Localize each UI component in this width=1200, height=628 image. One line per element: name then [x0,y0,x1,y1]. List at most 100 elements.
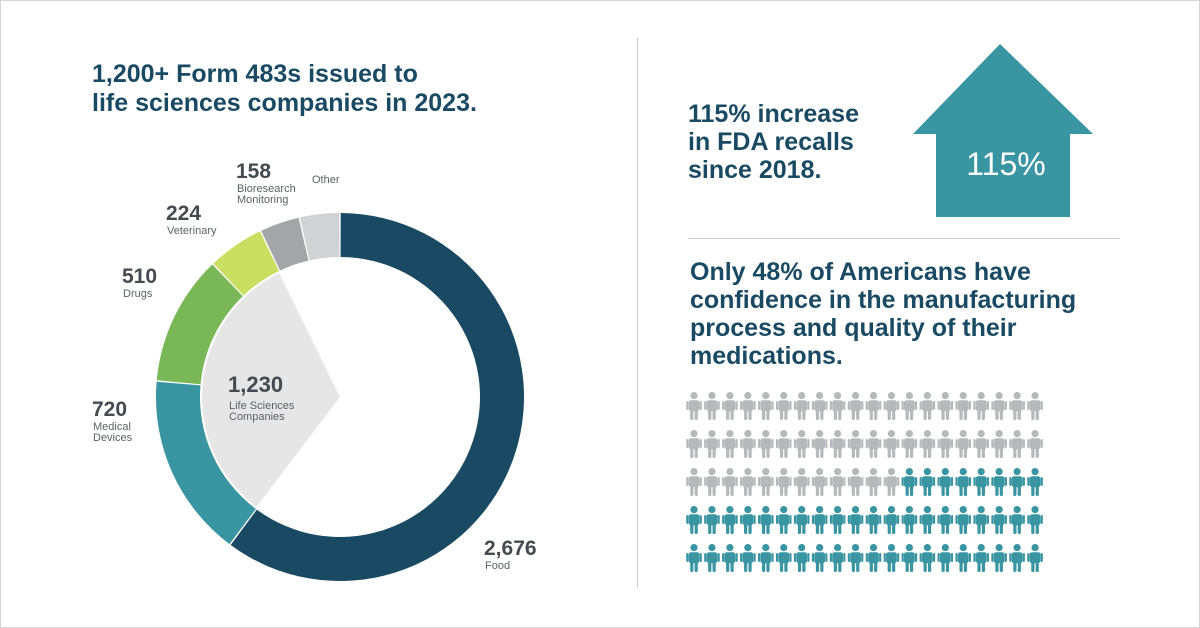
person-icon [740,544,756,572]
person-icon [829,430,846,458]
recall-statement: 115% increase in FDA recalls since 2018. [688,100,859,184]
person-icon [973,392,989,420]
person-icon [793,430,810,458]
person-icon [722,392,738,420]
person-icon [1009,544,1025,572]
donut-slice-medical-devices [155,381,256,545]
recall-line-3: since 2018. [688,156,822,184]
person-icon [919,506,936,534]
person-icon [847,544,864,572]
label-name-food: Food [485,560,510,572]
donut-slice-bioresearch-monitoring [261,217,309,271]
confidence-line-4: medications. [690,342,843,370]
person-icon [740,392,756,420]
label-name-other: Other [312,174,340,186]
person-icon [740,468,756,496]
life-sciences-label-line-2: Companies [229,411,285,423]
person-icon [847,506,864,534]
person-icon [991,544,1007,572]
person-icon [811,544,828,572]
confidence-statement: Only 48% of Americans have confidence in… [690,258,1076,370]
arrow-value: 115% [966,146,1045,182]
person-icon [955,544,972,572]
person-icon [991,392,1007,420]
person-icon [775,468,792,496]
person-icon [937,430,954,458]
label-value-medical-devices: 720 [92,398,127,421]
person-icon [775,430,792,458]
person-icon [829,544,846,572]
life-sciences-wedge [201,273,340,507]
person-icon [1027,506,1043,534]
person-icon [811,506,828,534]
person-icon [758,430,774,458]
person-icon [686,506,702,534]
person-icon [1027,468,1043,496]
person-icon [865,468,882,496]
person-icon [829,506,846,534]
label-name-drugs: Drugs [123,288,153,300]
person-icon [973,468,989,496]
person-icon [955,392,972,420]
donut-slice-drugs [156,264,243,385]
label-value-food: 2,676 [484,537,537,560]
person-icon [775,392,792,420]
person-icon [740,506,756,534]
person-icon [758,392,774,420]
label-name-medical-devices-1: Medical [93,421,131,433]
person-icon [1027,544,1043,572]
person-icon [722,430,738,458]
person-icon [991,506,1007,534]
person-icon [686,468,702,496]
label-value-veterinary: 224 [166,202,201,225]
person-icon [901,468,918,496]
person-icon [775,506,792,534]
person-icon [793,468,810,496]
person-icon [865,392,882,420]
person-icon [865,544,882,572]
up-arrow-shape [913,44,1093,217]
donut-slice-other [299,213,340,261]
person-icon [883,430,900,458]
person-icon [865,430,882,458]
person-icon [955,468,972,496]
person-icon [955,506,972,534]
person-icon [919,544,936,572]
person-icon [847,392,864,420]
people-pictogram [686,392,1043,572]
donut-slice-veterinary [213,231,280,296]
life-sciences-value: 1,230 [228,372,283,397]
person-icon [937,468,954,496]
person-icon [991,430,1007,458]
person-icon [704,392,720,420]
horizontal-divider [688,238,1120,239]
person-icon [811,468,828,496]
person-icon [775,544,792,572]
person-icon [1027,392,1043,420]
label-name-veterinary: Veterinary [167,225,217,237]
vertical-divider [637,38,638,588]
donut-slice-food [230,213,525,581]
person-icon [722,544,738,572]
person-icon [793,506,810,534]
label-value-drugs: 510 [122,265,157,288]
person-icon [883,392,900,420]
person-icon [919,392,936,420]
person-icon [686,430,702,458]
person-icon [758,468,774,496]
person-icon [973,506,989,534]
label-name-medical-devices-2: Devices [93,432,133,444]
person-icon [991,468,1007,496]
person-icon [740,430,756,458]
person-icon [919,468,936,496]
person-icon [1009,468,1025,496]
life-sciences-label-line-1: Life Sciences [229,400,295,412]
person-icon [847,468,864,496]
person-icon [901,392,918,420]
person-icon [686,392,702,420]
person-icon [937,506,954,534]
person-icon [955,430,972,458]
person-icon [883,506,900,534]
chart-title-line-1: 1,200+ Form 483s issued to [92,60,418,88]
